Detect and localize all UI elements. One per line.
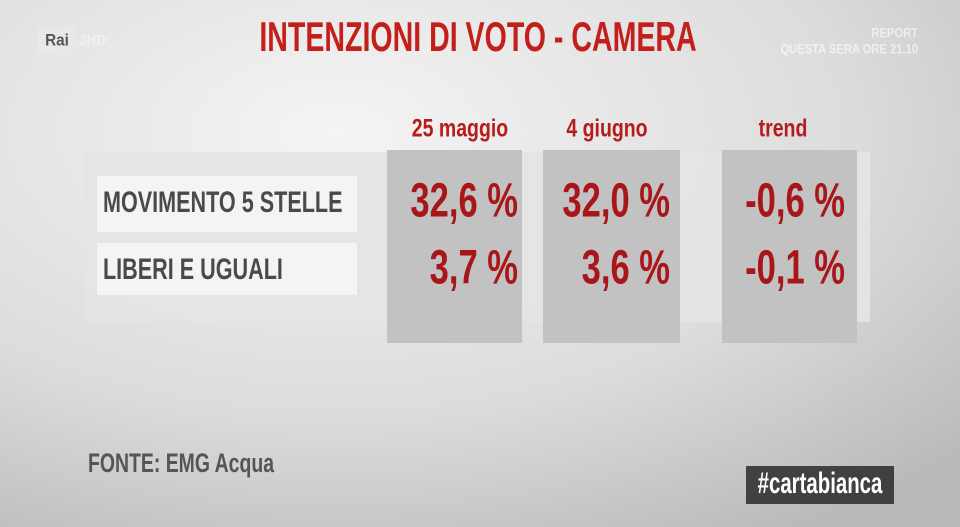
column-header: 25 maggio bbox=[412, 114, 508, 142]
logo-channel: 3HD bbox=[79, 32, 106, 49]
source: FONTE: EMG Acqua bbox=[88, 448, 275, 478]
row-strip bbox=[97, 243, 357, 295]
title: INTENZIONI DI VOTO - CAMERA bbox=[259, 12, 696, 60]
cell-value: 32,0 % bbox=[562, 173, 670, 227]
column-band bbox=[387, 150, 522, 343]
logo-box bbox=[38, 26, 76, 54]
cell-value: 3,6 % bbox=[582, 240, 670, 294]
column-band bbox=[722, 150, 857, 343]
row-label: MOVIMENTO 5 STELLE bbox=[103, 184, 342, 218]
row-strip bbox=[97, 176, 357, 232]
cell-value: 32,6 % bbox=[410, 173, 518, 227]
logo: Rai bbox=[45, 31, 69, 50]
cell-value: -0,6 % bbox=[745, 173, 845, 227]
column-header: trend bbox=[759, 114, 808, 142]
cell-value: 3,7 % bbox=[430, 240, 518, 294]
column-header: 4 giugno bbox=[566, 114, 647, 142]
hashtag-box bbox=[746, 466, 894, 504]
row-label: LIBERI E UGUALI bbox=[103, 251, 283, 285]
cell-value: -0,1 % bbox=[745, 240, 845, 294]
column-band bbox=[543, 150, 680, 343]
promo: QUESTA SERA ORE 21.10 bbox=[780, 42, 918, 57]
hashtag: #cartabianca bbox=[758, 467, 883, 500]
promo: REPORT bbox=[871, 26, 918, 41]
